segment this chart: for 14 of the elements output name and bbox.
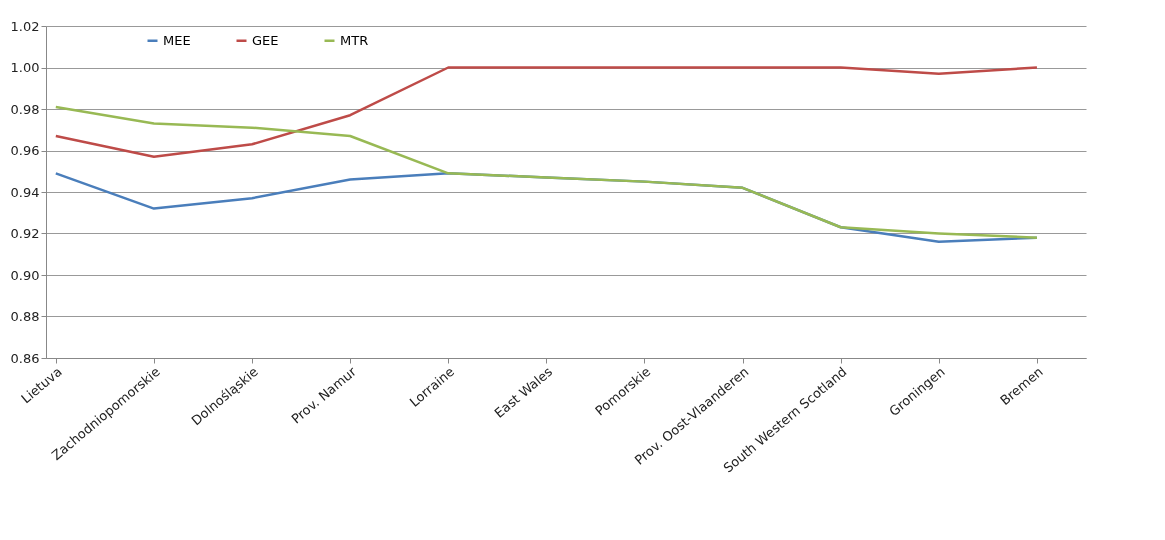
legend-label: MTR: [340, 32, 369, 48]
y-tick-label: 1.02: [10, 18, 40, 34]
legend-label: GEE: [252, 32, 279, 48]
legend-label: MEE: [163, 32, 191, 48]
line-series: [54, 66, 1039, 158]
y-tick-label: 1.00: [10, 60, 40, 75]
y-tick-label: 0.92: [10, 226, 40, 241]
line-series: [54, 105, 1039, 239]
y-tick-label: 0.96: [10, 143, 40, 158]
y-tick-label: 0.88: [10, 309, 40, 324]
y-tick-label: 0.98: [10, 101, 40, 117]
y-tick-label: 0.94: [10, 184, 40, 200]
y-tick-label: 0.86: [10, 350, 40, 366]
y-tick-label: 0.90: [10, 267, 40, 283]
